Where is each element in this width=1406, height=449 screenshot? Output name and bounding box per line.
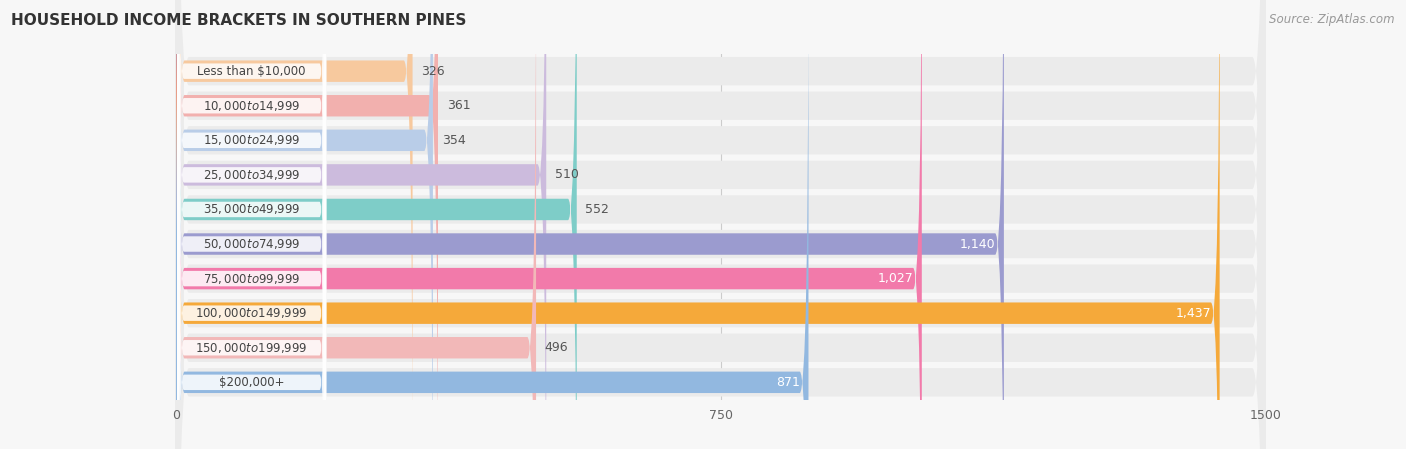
- Text: $75,000 to $99,999: $75,000 to $99,999: [202, 272, 301, 286]
- FancyBboxPatch shape: [177, 0, 326, 449]
- FancyBboxPatch shape: [176, 0, 1265, 449]
- FancyBboxPatch shape: [176, 0, 1265, 449]
- Text: $200,000+: $200,000+: [219, 376, 284, 389]
- FancyBboxPatch shape: [177, 0, 326, 449]
- Text: $15,000 to $24,999: $15,000 to $24,999: [202, 133, 301, 147]
- Text: 1,437: 1,437: [1175, 307, 1211, 320]
- Text: 354: 354: [441, 134, 465, 147]
- FancyBboxPatch shape: [177, 0, 326, 444]
- FancyBboxPatch shape: [176, 0, 922, 449]
- FancyBboxPatch shape: [177, 0, 326, 409]
- Text: 1,027: 1,027: [877, 272, 912, 285]
- Text: 1,140: 1,140: [959, 238, 995, 251]
- FancyBboxPatch shape: [176, 0, 1219, 449]
- FancyBboxPatch shape: [176, 0, 412, 449]
- FancyBboxPatch shape: [176, 0, 1004, 449]
- Text: 871: 871: [776, 376, 800, 389]
- FancyBboxPatch shape: [176, 0, 433, 449]
- FancyBboxPatch shape: [176, 0, 439, 449]
- Text: 496: 496: [544, 341, 568, 354]
- FancyBboxPatch shape: [177, 79, 326, 449]
- Text: 510: 510: [555, 168, 579, 181]
- Text: 552: 552: [585, 203, 609, 216]
- FancyBboxPatch shape: [176, 0, 546, 449]
- FancyBboxPatch shape: [177, 0, 326, 449]
- FancyBboxPatch shape: [176, 0, 1265, 449]
- FancyBboxPatch shape: [177, 0, 326, 449]
- FancyBboxPatch shape: [177, 10, 326, 449]
- FancyBboxPatch shape: [177, 0, 326, 374]
- Text: $100,000 to $149,999: $100,000 to $149,999: [195, 306, 308, 320]
- FancyBboxPatch shape: [177, 44, 326, 449]
- FancyBboxPatch shape: [176, 0, 536, 449]
- Text: $50,000 to $74,999: $50,000 to $74,999: [202, 237, 301, 251]
- FancyBboxPatch shape: [176, 0, 576, 449]
- FancyBboxPatch shape: [176, 0, 1265, 449]
- Text: $150,000 to $199,999: $150,000 to $199,999: [195, 341, 308, 355]
- Text: HOUSEHOLD INCOME BRACKETS IN SOUTHERN PINES: HOUSEHOLD INCOME BRACKETS IN SOUTHERN PI…: [11, 13, 467, 28]
- FancyBboxPatch shape: [176, 0, 1265, 449]
- Text: $10,000 to $14,999: $10,000 to $14,999: [202, 99, 301, 113]
- Text: $35,000 to $49,999: $35,000 to $49,999: [202, 202, 301, 216]
- FancyBboxPatch shape: [176, 0, 1265, 449]
- Text: Less than $10,000: Less than $10,000: [197, 65, 307, 78]
- Text: $25,000 to $34,999: $25,000 to $34,999: [202, 168, 301, 182]
- FancyBboxPatch shape: [176, 0, 1265, 449]
- FancyBboxPatch shape: [176, 0, 808, 449]
- FancyBboxPatch shape: [176, 0, 1265, 449]
- Text: 361: 361: [447, 99, 471, 112]
- Text: Source: ZipAtlas.com: Source: ZipAtlas.com: [1270, 13, 1395, 26]
- FancyBboxPatch shape: [176, 0, 1265, 449]
- FancyBboxPatch shape: [176, 0, 1265, 449]
- Text: 326: 326: [422, 65, 444, 78]
